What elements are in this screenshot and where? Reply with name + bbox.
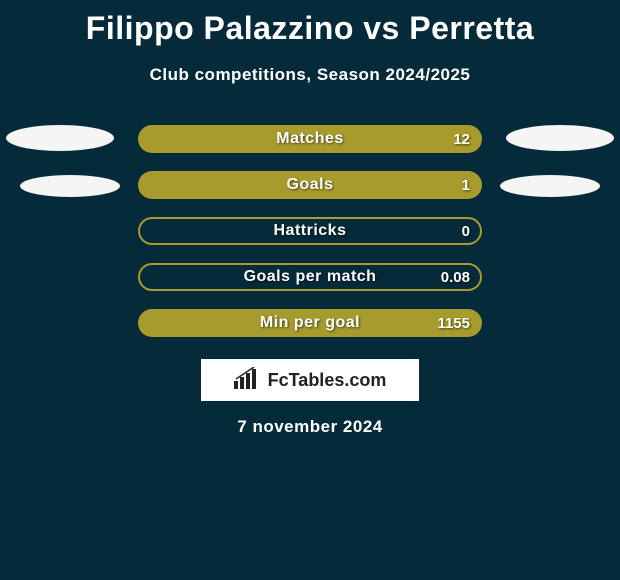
- bar-label: Min per goal: [260, 314, 360, 332]
- player-left-ellipse-2: [20, 175, 120, 197]
- bar-label: Goals per match: [244, 268, 377, 286]
- bar-value: 12: [453, 131, 470, 148]
- page-subtitle: Club competitions, Season 2024/2025: [0, 65, 620, 85]
- comparison-chart: Matches 12 Goals 1 Hattricks 0 Goals per match…: [0, 125, 620, 337]
- bar-label: Matches: [276, 130, 344, 148]
- bar-value: 1: [462, 177, 470, 194]
- bar-value: 1155: [437, 315, 470, 332]
- stat-bar: Hattricks 0: [138, 217, 482, 245]
- bar-label: Hattricks: [274, 222, 347, 240]
- stat-bars: Matches 12 Goals 1 Hattricks 0 Goals per match…: [138, 125, 482, 337]
- bar-value: 0: [462, 223, 470, 240]
- fctables-logo[interactable]: FcTables.com: [201, 359, 419, 401]
- stat-bar: Min per goal 1155: [138, 309, 482, 337]
- player-left-ellipse-1: [6, 125, 114, 151]
- player-right-ellipse-1: [506, 125, 614, 151]
- stat-bar: Goals per match 0.08: [138, 263, 482, 291]
- bar-label: Goals: [287, 176, 334, 194]
- stat-bar: Goals 1: [138, 171, 482, 199]
- chart-bars-icon: [234, 367, 262, 394]
- stat-bar: Matches 12: [138, 125, 482, 153]
- page-title: Filippo Palazzino vs Perretta: [0, 0, 620, 47]
- footer-date: 7 november 2024: [0, 417, 620, 437]
- bar-value: 0.08: [441, 269, 470, 286]
- logo-text: FcTables.com: [268, 370, 387, 391]
- player-right-ellipse-2: [500, 175, 600, 197]
